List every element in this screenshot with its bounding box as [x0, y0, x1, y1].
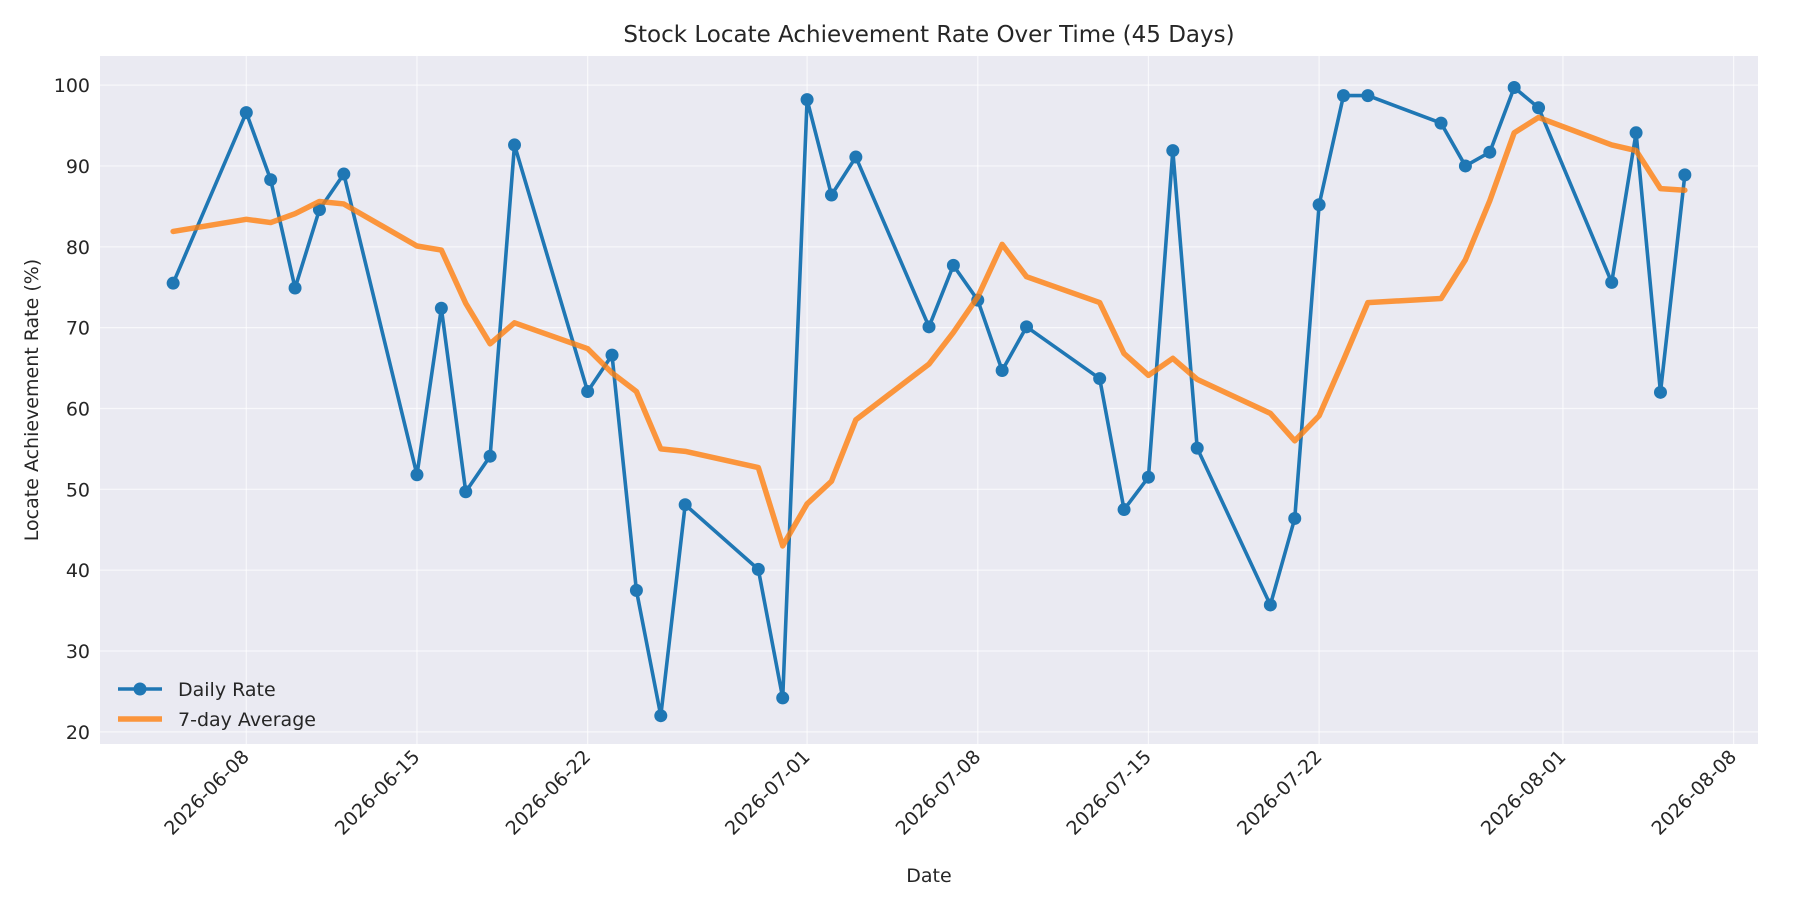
- legend: Daily Rate 7-day Average: [118, 679, 316, 731]
- data-point-daily-rate: [337, 167, 351, 181]
- data-point-daily-rate: [1605, 275, 1619, 289]
- data-point-daily-rate: [1361, 89, 1375, 103]
- data-point-daily-rate: [995, 363, 1009, 377]
- data-point-daily-rate: [1263, 598, 1277, 612]
- x-tick-label: 2026-06-22: [502, 746, 596, 840]
- data-point-daily-rate: [1507, 81, 1521, 95]
- data-point-daily-rate: [239, 106, 253, 120]
- data-point-daily-rate: [1020, 320, 1034, 334]
- data-point-daily-rate: [508, 138, 521, 152]
- legend-item-daily: Daily Rate: [118, 679, 276, 701]
- data-point-daily-rate: [946, 258, 960, 272]
- data-point-daily-rate: [1629, 126, 1643, 140]
- x-tick-label: 2026-07-08: [892, 746, 986, 840]
- y-tick-label: 90: [66, 156, 90, 178]
- data-point-daily-rate: [483, 449, 497, 463]
- x-tick-label: 2026-08-01: [1477, 746, 1571, 840]
- y-tick-label: 80: [66, 237, 90, 259]
- x-tick-label: 2026-06-15: [331, 746, 425, 840]
- x-tick-label: 2026-07-01: [721, 746, 815, 840]
- x-tick-label: 2026-07-22: [1233, 746, 1327, 840]
- legend-item-average: 7-day Average: [118, 709, 316, 731]
- data-point-daily-rate: [1141, 470, 1155, 484]
- x-tick-label: 2026-07-15: [1062, 746, 1156, 840]
- data-point-daily-rate: [581, 385, 595, 399]
- y-tick-label: 50: [66, 479, 90, 501]
- data-point-daily-rate: [459, 485, 473, 499]
- data-point-daily-rate: [654, 709, 668, 723]
- series-line-7-day-average: [170, 114, 1688, 549]
- y-tick-label: 20: [66, 722, 90, 744]
- x-tick-label: 2026-08-08: [1648, 746, 1742, 840]
- chart-title: Stock Locate Achievement Rate Over Time …: [623, 22, 1234, 48]
- data-point-daily-rate: [824, 188, 838, 202]
- data-point-daily-rate: [629, 583, 643, 597]
- data-point-daily-rate: [1434, 116, 1448, 130]
- data-point-daily-rate: [776, 691, 790, 705]
- legend-label-daily: Daily Rate: [178, 679, 276, 701]
- plot-area: [100, 56, 1758, 744]
- data-point-daily-rate: [1483, 145, 1497, 159]
- data-point-daily-rate: [1166, 144, 1180, 158]
- data-point-daily-rate: [1653, 385, 1667, 399]
- data-point-daily-rate: [1337, 89, 1350, 103]
- data-point-daily-rate: [605, 348, 619, 362]
- data-point-daily-rate: [288, 281, 302, 295]
- data-point-daily-rate: [678, 498, 692, 512]
- data-point-daily-rate: [1288, 511, 1302, 525]
- data-point-daily-rate: [1532, 101, 1546, 115]
- data-point-daily-rate: [166, 276, 180, 290]
- data-point-daily-rate: [849, 150, 863, 164]
- data-point-daily-rate: [410, 468, 424, 482]
- data-point-daily-rate: [1312, 198, 1326, 212]
- y-tick-label: 70: [66, 318, 90, 340]
- data-point-daily-rate: [312, 203, 326, 217]
- y-axis-label: Locate Achievement Rate (%): [21, 259, 43, 541]
- data-point-daily-rate: [1117, 503, 1131, 517]
- y-tick-label: 100: [54, 75, 90, 97]
- data-point-daily-rate: [1458, 159, 1472, 173]
- data-point-daily-rate: [1678, 168, 1692, 182]
- data-point-daily-rate: [1190, 441, 1204, 455]
- data-point-daily-rate: [264, 173, 278, 187]
- x-axis-label: Date: [906, 865, 951, 887]
- legend-marker-daily: [133, 682, 147, 696]
- x-tick-label: 2026-06-08: [160, 746, 254, 840]
- series-group: [166, 81, 1692, 723]
- data-point-daily-rate: [922, 320, 936, 334]
- y-tick-label: 60: [66, 398, 90, 420]
- data-point-daily-rate: [434, 301, 448, 315]
- data-point-daily-rate: [1093, 372, 1107, 386]
- y-tick-label: 40: [66, 560, 90, 582]
- data-point-daily-rate: [751, 562, 765, 576]
- y-tick-label: 30: [66, 641, 90, 663]
- data-point-daily-rate: [800, 93, 814, 107]
- legend-label-average: 7-day Average: [178, 709, 316, 731]
